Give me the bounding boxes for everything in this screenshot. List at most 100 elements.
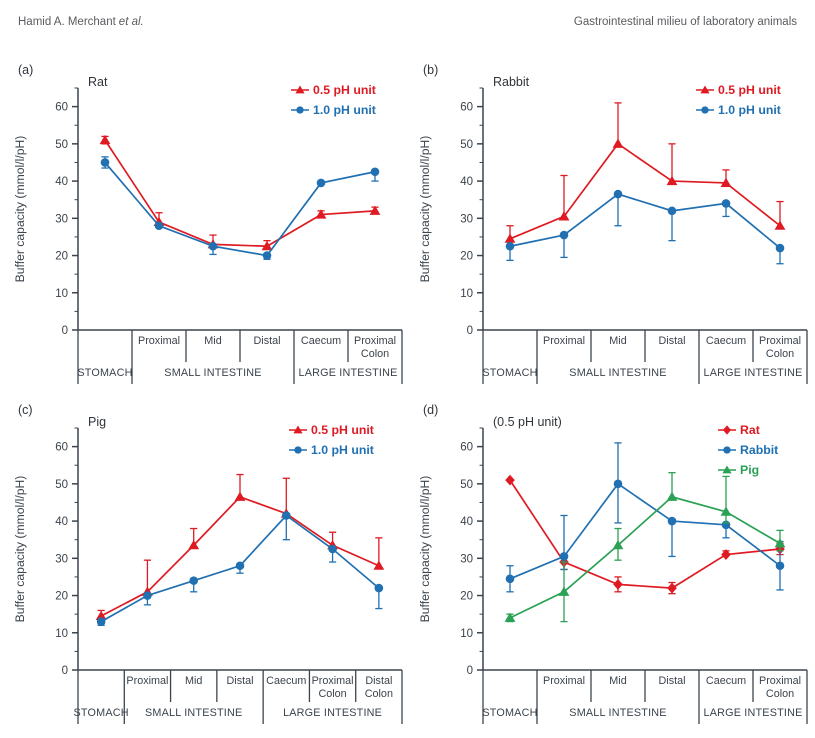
region-label: Proximal bbox=[759, 335, 801, 347]
y-tick-label: 40 bbox=[55, 516, 68, 528]
y-tick-label: 30 bbox=[460, 213, 473, 225]
region-label: Caecum bbox=[706, 335, 746, 347]
series-markers-1.0-ph-unit bbox=[100, 158, 380, 260]
circle-marker bbox=[262, 251, 272, 260]
circle-marker bbox=[294, 446, 302, 454]
y-tick-label: 10 bbox=[460, 288, 473, 300]
y-tick-label: 10 bbox=[460, 628, 473, 640]
y-tick-label: 30 bbox=[55, 213, 68, 225]
region-label: Colon bbox=[318, 688, 346, 700]
y-tick-label: 20 bbox=[55, 251, 68, 263]
group-label: STOMACH bbox=[482, 367, 537, 379]
legend-label: 1.0 pH unit bbox=[311, 443, 374, 457]
legend: 0.5 pH unit 1.0 pH unit bbox=[291, 83, 376, 117]
y-tick-label: 0 bbox=[62, 665, 68, 677]
region-label: Colon bbox=[766, 688, 794, 700]
legend-label: 0.5 pH unit bbox=[313, 83, 376, 97]
region-label: Distal bbox=[659, 335, 686, 347]
y-tick-label: 0 bbox=[467, 665, 473, 677]
error-bars-1.0-ph-unit bbox=[506, 194, 784, 265]
y-axis bbox=[477, 87, 807, 331]
y-tick-label: 50 bbox=[55, 479, 68, 491]
series-line-1.0-ph-unit bbox=[104, 161, 376, 257]
triangle-marker bbox=[612, 138, 624, 148]
y-axis-title: Buffer capacity (mmol/l/pH) bbox=[13, 136, 27, 283]
error-bars-1.0-ph-unit bbox=[97, 515, 383, 626]
region-label: Mid bbox=[204, 335, 221, 347]
author-name: Hamid A. Merchant bbox=[18, 16, 116, 28]
region-label: Mid bbox=[185, 675, 202, 687]
triangle-marker bbox=[369, 205, 381, 215]
triangle-marker bbox=[720, 177, 732, 187]
error-bars-0.5-ph-unit bbox=[506, 102, 784, 239]
group-label: LARGE INTESTINE bbox=[704, 367, 803, 379]
y-axis bbox=[72, 427, 402, 671]
panel-d-chart: (d) (0.5 pH unit) 0 10 20 30 40 50 60 Buffer capa… bbox=[418, 403, 808, 724]
triangle-marker bbox=[666, 491, 678, 501]
region-label: Proximal bbox=[759, 675, 801, 687]
y-tick-label: 40 bbox=[460, 176, 473, 188]
region-label: Proximal bbox=[543, 335, 585, 347]
circle-marker bbox=[613, 189, 623, 199]
region-label: Proximal bbox=[126, 675, 168, 687]
circle-marker bbox=[721, 199, 731, 208]
running-title: Gastrointestinal milieu of laboratory an… bbox=[573, 16, 797, 28]
y-tick-label: 10 bbox=[55, 288, 68, 300]
legend: 0.5 pH unit 1.0 pH unit bbox=[289, 423, 374, 457]
y-tick-label: 60 bbox=[55, 102, 68, 114]
region-label: Mid bbox=[609, 675, 626, 687]
circle-marker bbox=[143, 591, 152, 600]
group-label: SMALL INTESTINE bbox=[145, 707, 242, 719]
triangle-marker bbox=[700, 85, 710, 94]
y-tick-label: 60 bbox=[460, 102, 473, 114]
author-etal: et al. bbox=[118, 16, 144, 28]
legend: 0.5 pH unit 1.0 pH unit bbox=[696, 83, 781, 117]
panel-title: Rat bbox=[88, 75, 108, 89]
diamond-marker bbox=[722, 425, 732, 435]
panel-b: (b) Rabbit 0 10 20 30 40 50 60 Buffer capacity (m… bbox=[415, 56, 815, 401]
triangle-marker bbox=[261, 240, 273, 251]
y-tick-label: 0 bbox=[62, 325, 68, 337]
triangle-marker bbox=[504, 233, 516, 243]
region-label: Mid bbox=[609, 335, 626, 347]
legend-label: Rat bbox=[740, 423, 760, 437]
group-label: LARGE INTESTINE bbox=[704, 707, 803, 719]
group-label: STOMACH bbox=[77, 367, 132, 379]
circle-marker bbox=[559, 552, 569, 561]
triangle-marker bbox=[558, 211, 570, 221]
group-label: SMALL INTESTINE bbox=[569, 707, 666, 719]
series-line-rabbit bbox=[509, 482, 781, 580]
panel-a-chart: (a) Rat 0 10 20 30 40 50 60 Buffer capacity (mmol… bbox=[13, 63, 403, 384]
panel-c-chart: (c) Pig 0 10 20 30 40 50 60 Buffer capacity (mmol… bbox=[13, 403, 403, 724]
circle-marker bbox=[505, 241, 515, 251]
triangle-marker bbox=[558, 586, 570, 596]
circle-marker bbox=[775, 243, 785, 253]
circle-marker bbox=[96, 617, 106, 626]
triangle-marker bbox=[774, 538, 786, 548]
y-tick-label: 30 bbox=[55, 553, 68, 565]
circle-marker bbox=[208, 241, 218, 251]
circle-marker bbox=[235, 561, 245, 571]
panel-tag: (c) bbox=[18, 403, 33, 417]
triangle-marker bbox=[95, 610, 107, 621]
series-line-1.0-ph-unit bbox=[509, 193, 781, 249]
triangle-marker bbox=[722, 465, 732, 474]
y-axis-title: Buffer capacity (mmol/l/pH) bbox=[418, 476, 432, 623]
group-label: SMALL INTESTINE bbox=[569, 367, 666, 379]
circle-marker bbox=[316, 178, 326, 188]
circle-marker bbox=[370, 167, 380, 177]
panel-tag: (b) bbox=[423, 63, 438, 77]
circle-marker bbox=[613, 479, 623, 489]
circle-marker bbox=[154, 221, 164, 231]
triangle-marker bbox=[295, 85, 305, 94]
y-tick-label: 40 bbox=[460, 516, 473, 528]
series-line-rat bbox=[509, 479, 781, 589]
y-axis-title: Buffer capacity (mmol/l/pH) bbox=[13, 476, 27, 623]
circle-marker bbox=[100, 158, 110, 167]
panel-title: (0.5 pH unit) bbox=[493, 415, 562, 429]
y-tick-label: 10 bbox=[55, 628, 68, 640]
panel-tag: (a) bbox=[18, 63, 33, 77]
circle-marker bbox=[775, 561, 785, 571]
group-label: STOMACH bbox=[482, 707, 537, 719]
running-header: Hamid A. Merchant et al. Gastrointestinal… bbox=[18, 16, 797, 28]
